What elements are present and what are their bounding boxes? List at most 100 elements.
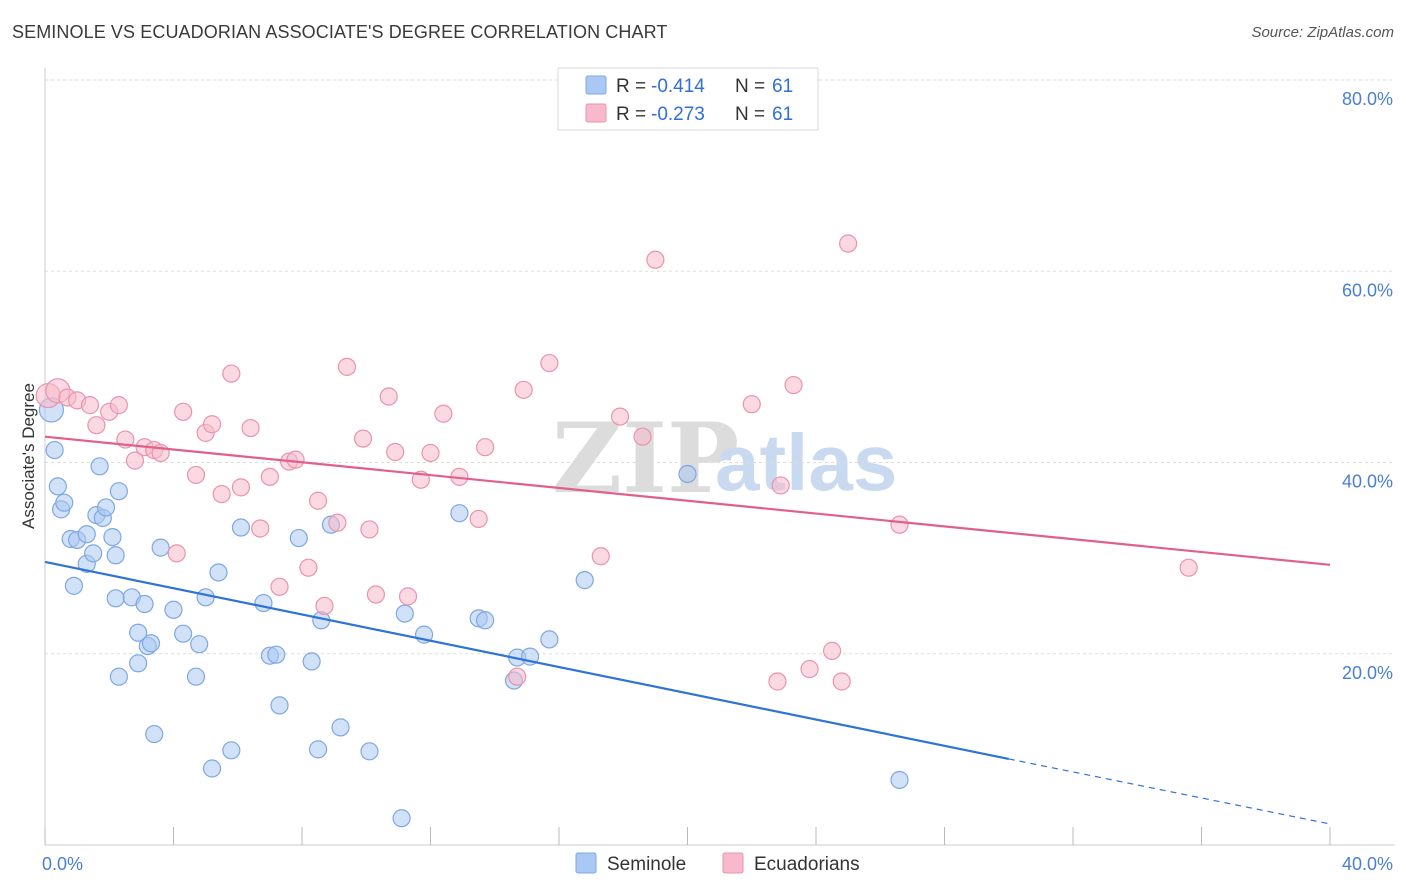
seminole-point: [151, 538, 170, 557]
seminole-point: [231, 518, 251, 537]
ecuadorians-point: [398, 587, 418, 606]
seminole-point: [678, 464, 697, 484]
ecuadorians-point: [202, 415, 222, 434]
ecuadorians-point: [231, 478, 251, 497]
ecuadorians-point: [421, 443, 440, 463]
seminole-point: [289, 528, 308, 548]
ecuadorians-point: [80, 396, 100, 415]
ecuadorians-point: [270, 577, 289, 596]
ecuadorians-point: [839, 234, 858, 253]
ecuadorians-point: [476, 438, 495, 457]
seminole-point: [450, 504, 469, 523]
seminole-point: [109, 482, 128, 501]
seminole-point: [55, 493, 74, 512]
ecuadorians-point: [890, 515, 909, 534]
ecuadorians-point: [379, 387, 398, 406]
data-points: [35, 234, 1198, 828]
ecuadorians-point: [633, 427, 652, 446]
seminole-point: [270, 696, 289, 715]
ecuadorians-point: [610, 407, 630, 426]
ecuadorians-trend-line: [44, 435, 1331, 566]
ecuadorians-point: [508, 667, 527, 686]
seminole-point: [331, 718, 350, 737]
series-label-ecuadorians: Ecuadorians: [754, 854, 860, 875]
series-swatch-ecuadorians: [722, 852, 744, 874]
trend-lines: [44, 435, 1331, 825]
ecuadorians-point: [832, 672, 851, 691]
seminole-point: [77, 525, 96, 544]
ecuadorians-point: [315, 596, 334, 616]
legend-r-label-seminole: R =: [616, 76, 646, 97]
legend-n-value-seminole: 61: [772, 76, 793, 97]
ecuadorians-point: [260, 467, 279, 486]
watermark: ZIP atlas: [552, 402, 897, 515]
ecuadorians-point: [186, 465, 206, 485]
legend-n-label-seminole: N =: [735, 76, 765, 97]
y-tick-label: 40.0%: [1342, 472, 1393, 492]
seminole-point: [106, 546, 125, 565]
seminole-point: [141, 634, 161, 653]
seminole-point: [96, 498, 116, 517]
legend-swatch-seminole: [585, 75, 607, 95]
seminole-point: [392, 809, 411, 828]
ecuadorians-point: [434, 404, 453, 423]
seminole-point: [64, 576, 84, 595]
ecuadorians-point: [771, 476, 790, 495]
seminole-point: [90, 457, 109, 476]
ecuadorians-point: [241, 418, 260, 438]
seminole-point: [209, 563, 228, 582]
ecuadorians-point: [822, 641, 842, 660]
seminole-point: [254, 593, 273, 613]
y-tick-label: 20.0%: [1342, 663, 1393, 683]
seminole-point: [476, 611, 495, 630]
seminole-point: [395, 604, 414, 623]
seminole-point: [164, 600, 183, 619]
ecuadorians-point: [109, 396, 128, 415]
ecuadorians-point: [469, 509, 488, 529]
ecuadorians-point: [514, 380, 533, 399]
series-label-seminole: Seminole: [607, 854, 686, 875]
seminole-point: [267, 645, 286, 664]
seminole-point: [196, 588, 215, 607]
seminole-point: [222, 741, 241, 760]
legend-r-value-seminole: -0.414: [651, 76, 705, 97]
seminole-point: [308, 740, 328, 759]
seminole-point: [48, 477, 67, 496]
seminole-point: [135, 594, 154, 614]
ecuadorians-point: [286, 450, 305, 469]
seminole-point: [145, 724, 164, 744]
ecuadorians-point: [87, 416, 106, 435]
seminole-trend-extension: [1008, 758, 1331, 825]
seminole-point: [129, 623, 148, 642]
axes: 20.0% 40.0% 60.0% 80.0% 0.0% 40.0% Associate's…: [19, 68, 1395, 874]
ecuadorians-point: [353, 429, 373, 448]
ecuadorians-point: [337, 357, 357, 376]
ecuadorians-point: [167, 544, 186, 563]
ecuadorians-point: [784, 375, 803, 395]
y-tick-label: 80.0%: [1342, 89, 1393, 109]
ecuadorians-point: [251, 519, 270, 538]
ecuadorians-point: [360, 520, 379, 539]
ecuadorians-point: [328, 513, 347, 532]
ecuadorians-point: [768, 672, 787, 691]
seminole-point: [302, 652, 321, 671]
legend-r-value-ecuadorians: -0.273: [651, 104, 705, 125]
seminole-trend-line: [44, 560, 1009, 761]
correlation-legend: R = -0.414 N = 61 R = -0.273 N = 61: [557, 67, 819, 131]
y-tick-label: 60.0%: [1342, 280, 1393, 300]
chart-title: SEMINOLE VS ECUADORIAN ASSOCIATE'S DEGRE…: [12, 22, 668, 42]
ecuadorians-point: [646, 250, 665, 269]
watermark-atlas: atlas: [715, 418, 897, 507]
series-swatch-seminole: [575, 852, 597, 874]
watermark-zip: ZIP: [552, 402, 739, 515]
seminole-point: [890, 770, 909, 790]
ecuadorians-point: [1179, 558, 1198, 577]
seminole-point: [360, 742, 379, 761]
ecuadorians-point: [222, 364, 241, 383]
legend-n-value-ecuadorians: 61: [772, 104, 793, 125]
seminole-point: [186, 667, 206, 686]
ecuadorians-point: [540, 353, 559, 373]
seminole-point: [202, 759, 222, 778]
seminole-point: [575, 571, 594, 590]
